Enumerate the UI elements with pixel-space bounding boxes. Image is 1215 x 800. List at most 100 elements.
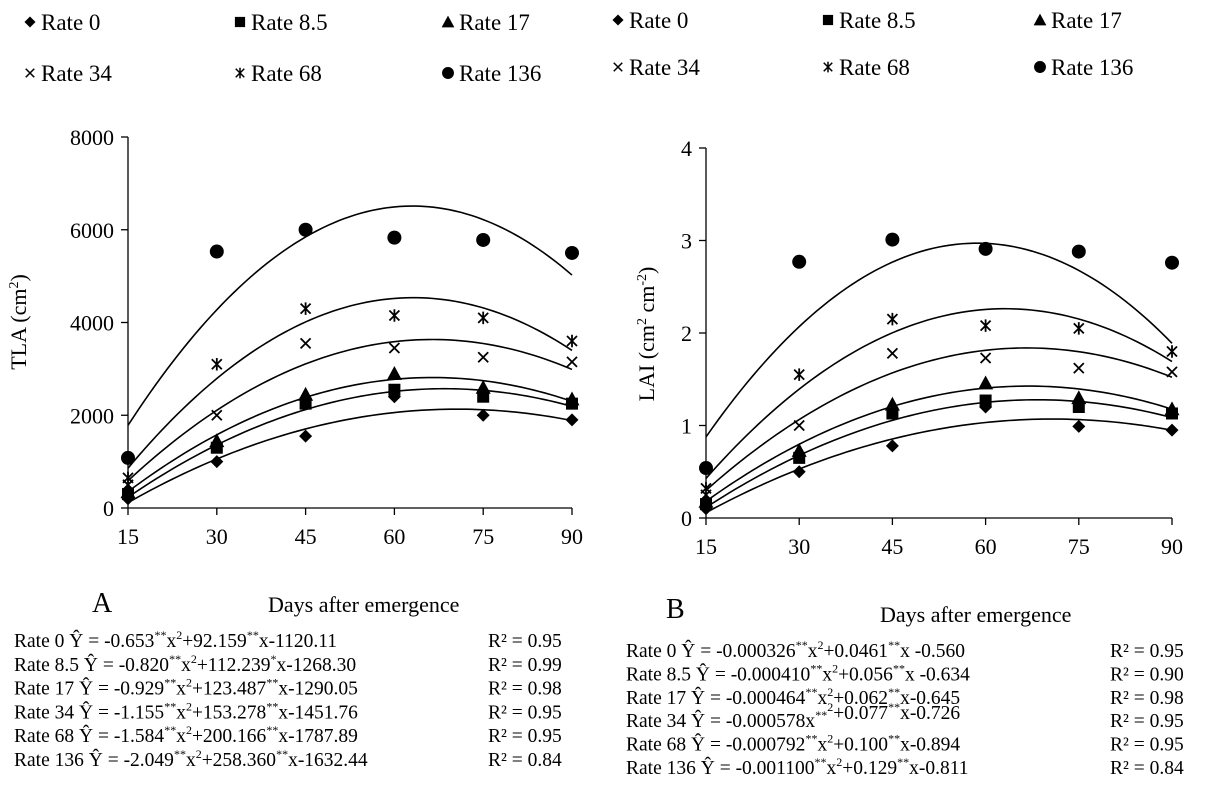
legend-marker-triangle — [1033, 13, 1047, 26]
data-point — [886, 347, 899, 359]
y-tick-label: 4000 — [70, 311, 114, 336]
fit-curve-rate-17 — [127, 376, 573, 493]
axes — [705, 148, 1172, 519]
data-point — [298, 222, 313, 237]
regression-equation: Rate 0 Ŷ = -0.000326**x2+0.0461**x -0.56… — [626, 638, 965, 662]
data-point — [299, 429, 313, 443]
data-point — [885, 439, 899, 453]
fit-curve-rate-34 — [705, 347, 1173, 491]
data-point — [299, 302, 312, 315]
x-tick-label: 60 — [383, 524, 405, 549]
data-point — [979, 352, 992, 364]
legend-marker-square — [822, 14, 834, 26]
data-point — [477, 351, 489, 363]
data-point — [386, 366, 402, 380]
y-tick-label: 6000 — [70, 218, 114, 243]
fit-curve-rate-68 — [127, 296, 573, 469]
data-point — [1166, 345, 1178, 358]
data-point — [298, 386, 314, 401]
y-tick-label: 4 — [681, 136, 692, 161]
x-tick-label: 60 — [975, 534, 997, 559]
legend-entry: Rate 17 — [459, 10, 530, 35]
data-point — [886, 312, 899, 326]
data-point — [1073, 362, 1085, 374]
x-axis-label: Days after emergence — [880, 602, 1071, 627]
x-tick-label: 30 — [206, 524, 228, 549]
r-squared: R² = 0.98 — [488, 679, 562, 700]
data-point — [979, 394, 992, 407]
regression-equation: Rate 34 Ŷ = -1.155**x2+153.278**x-1451.7… — [14, 699, 358, 723]
regression-equation: Rate 68 Ŷ = -0.000792**x2+0.100**x-0.894 — [626, 732, 960, 756]
data-point — [387, 230, 402, 245]
x-tick-label: 75 — [472, 524, 494, 549]
data-point — [477, 311, 489, 325]
panel-letter: A — [92, 588, 113, 619]
y-tick-label: 0 — [681, 506, 692, 531]
fit-curve-rate-8-5 — [705, 398, 1173, 509]
r-squared: R² = 0.95 — [1110, 641, 1184, 662]
r-squared: R² = 0.95 — [488, 631, 562, 652]
legend-entry: Rate 34 — [41, 61, 112, 86]
data-point — [566, 334, 578, 348]
legend-entry: Rate 0 — [629, 8, 688, 33]
x-tick-label: 15 — [117, 524, 139, 549]
panel-letter: B — [666, 594, 685, 625]
legend-entry: Rate 68 — [839, 55, 910, 80]
data-point — [299, 337, 312, 350]
y-tick-label: 2 — [681, 321, 692, 346]
data-point — [388, 309, 401, 322]
data-point — [1165, 255, 1179, 270]
data-point — [1072, 419, 1086, 433]
data-point — [699, 461, 713, 476]
legend-entry: Rate 136 — [1051, 55, 1133, 80]
r-squared: R² = 0.90 — [1110, 664, 1184, 685]
data-point — [475, 379, 491, 394]
legend-entry: Rate 68 — [251, 61, 322, 86]
regression-equation: Rate 34 Ŷ = -0.000578x**2+0.077**x-0.726 — [626, 700, 960, 732]
data-point — [1071, 244, 1086, 259]
data-point — [698, 493, 714, 508]
fit-curve-rate-17 — [705, 385, 1173, 502]
y-tick-label: 1 — [681, 414, 692, 439]
regression-equation: Rate 136 Ŷ = -2.049**x2+258.360**x-1632.… — [14, 747, 368, 771]
legend-entry: Rate 136 — [459, 61, 541, 86]
data-point — [885, 232, 900, 247]
data-point — [1164, 401, 1180, 416]
data-point — [209, 244, 224, 259]
y-axis-label: LAI (cm2 cm-2) — [634, 267, 659, 402]
data-point — [700, 482, 712, 495]
fit-curve-rate-136 — [127, 205, 573, 426]
legend-entry: Rate 34 — [629, 55, 700, 80]
data-point — [211, 409, 223, 421]
r-squared: R² = 0.84 — [1110, 758, 1184, 779]
legend-entry: Rate 17 — [1051, 8, 1122, 33]
fit-curve-rate-34 — [127, 338, 573, 482]
r-squared: R² = 0.95 — [1110, 735, 1184, 756]
r-squared: R² = 0.84 — [488, 750, 562, 771]
panel-a: Rate 0 Rate 8.5 Rate 17 Rate 34 Rate 68 Rate … — [6, 10, 583, 771]
x-tick-label: 45 — [295, 524, 317, 549]
y-axis-label: TLA (cm2) — [6, 274, 31, 370]
data-point — [388, 342, 401, 354]
regression-equation: Rate 17 Ŷ = -0.000464**x2+0.062**x-0.645 — [626, 685, 960, 709]
regression-equation: Rate 136 Ŷ = -0.001100**x2+0.129**x-0.81… — [626, 755, 969, 779]
data-point — [476, 408, 490, 422]
data-point — [978, 241, 993, 256]
data-point — [210, 455, 224, 469]
panel-b: Rate 0 Rate 8.5 Rate 17 Rate 34 Rate 68 Rate … — [612, 8, 1184, 779]
legend-marker-x — [25, 68, 35, 78]
y-tick-label: 0 — [103, 496, 114, 521]
data-point — [566, 356, 578, 368]
legend-marker-square — [234, 16, 246, 28]
data-point — [791, 442, 807, 457]
data-point — [793, 419, 805, 432]
regression-equation: Rate 8.5 Ŷ = -0.820**x2+112.239*x-1268.3… — [14, 652, 356, 676]
fit-curve-rate-136 — [705, 242, 1173, 438]
data-point — [564, 391, 580, 406]
x-tick-label: 90 — [561, 524, 583, 549]
data-point — [209, 433, 225, 448]
data-point — [979, 319, 992, 332]
regression-equation: Rate 68 Ŷ = -1.584**x2+200.166**x-1787.8… — [14, 723, 358, 747]
legend-marker-star — [823, 61, 833, 73]
